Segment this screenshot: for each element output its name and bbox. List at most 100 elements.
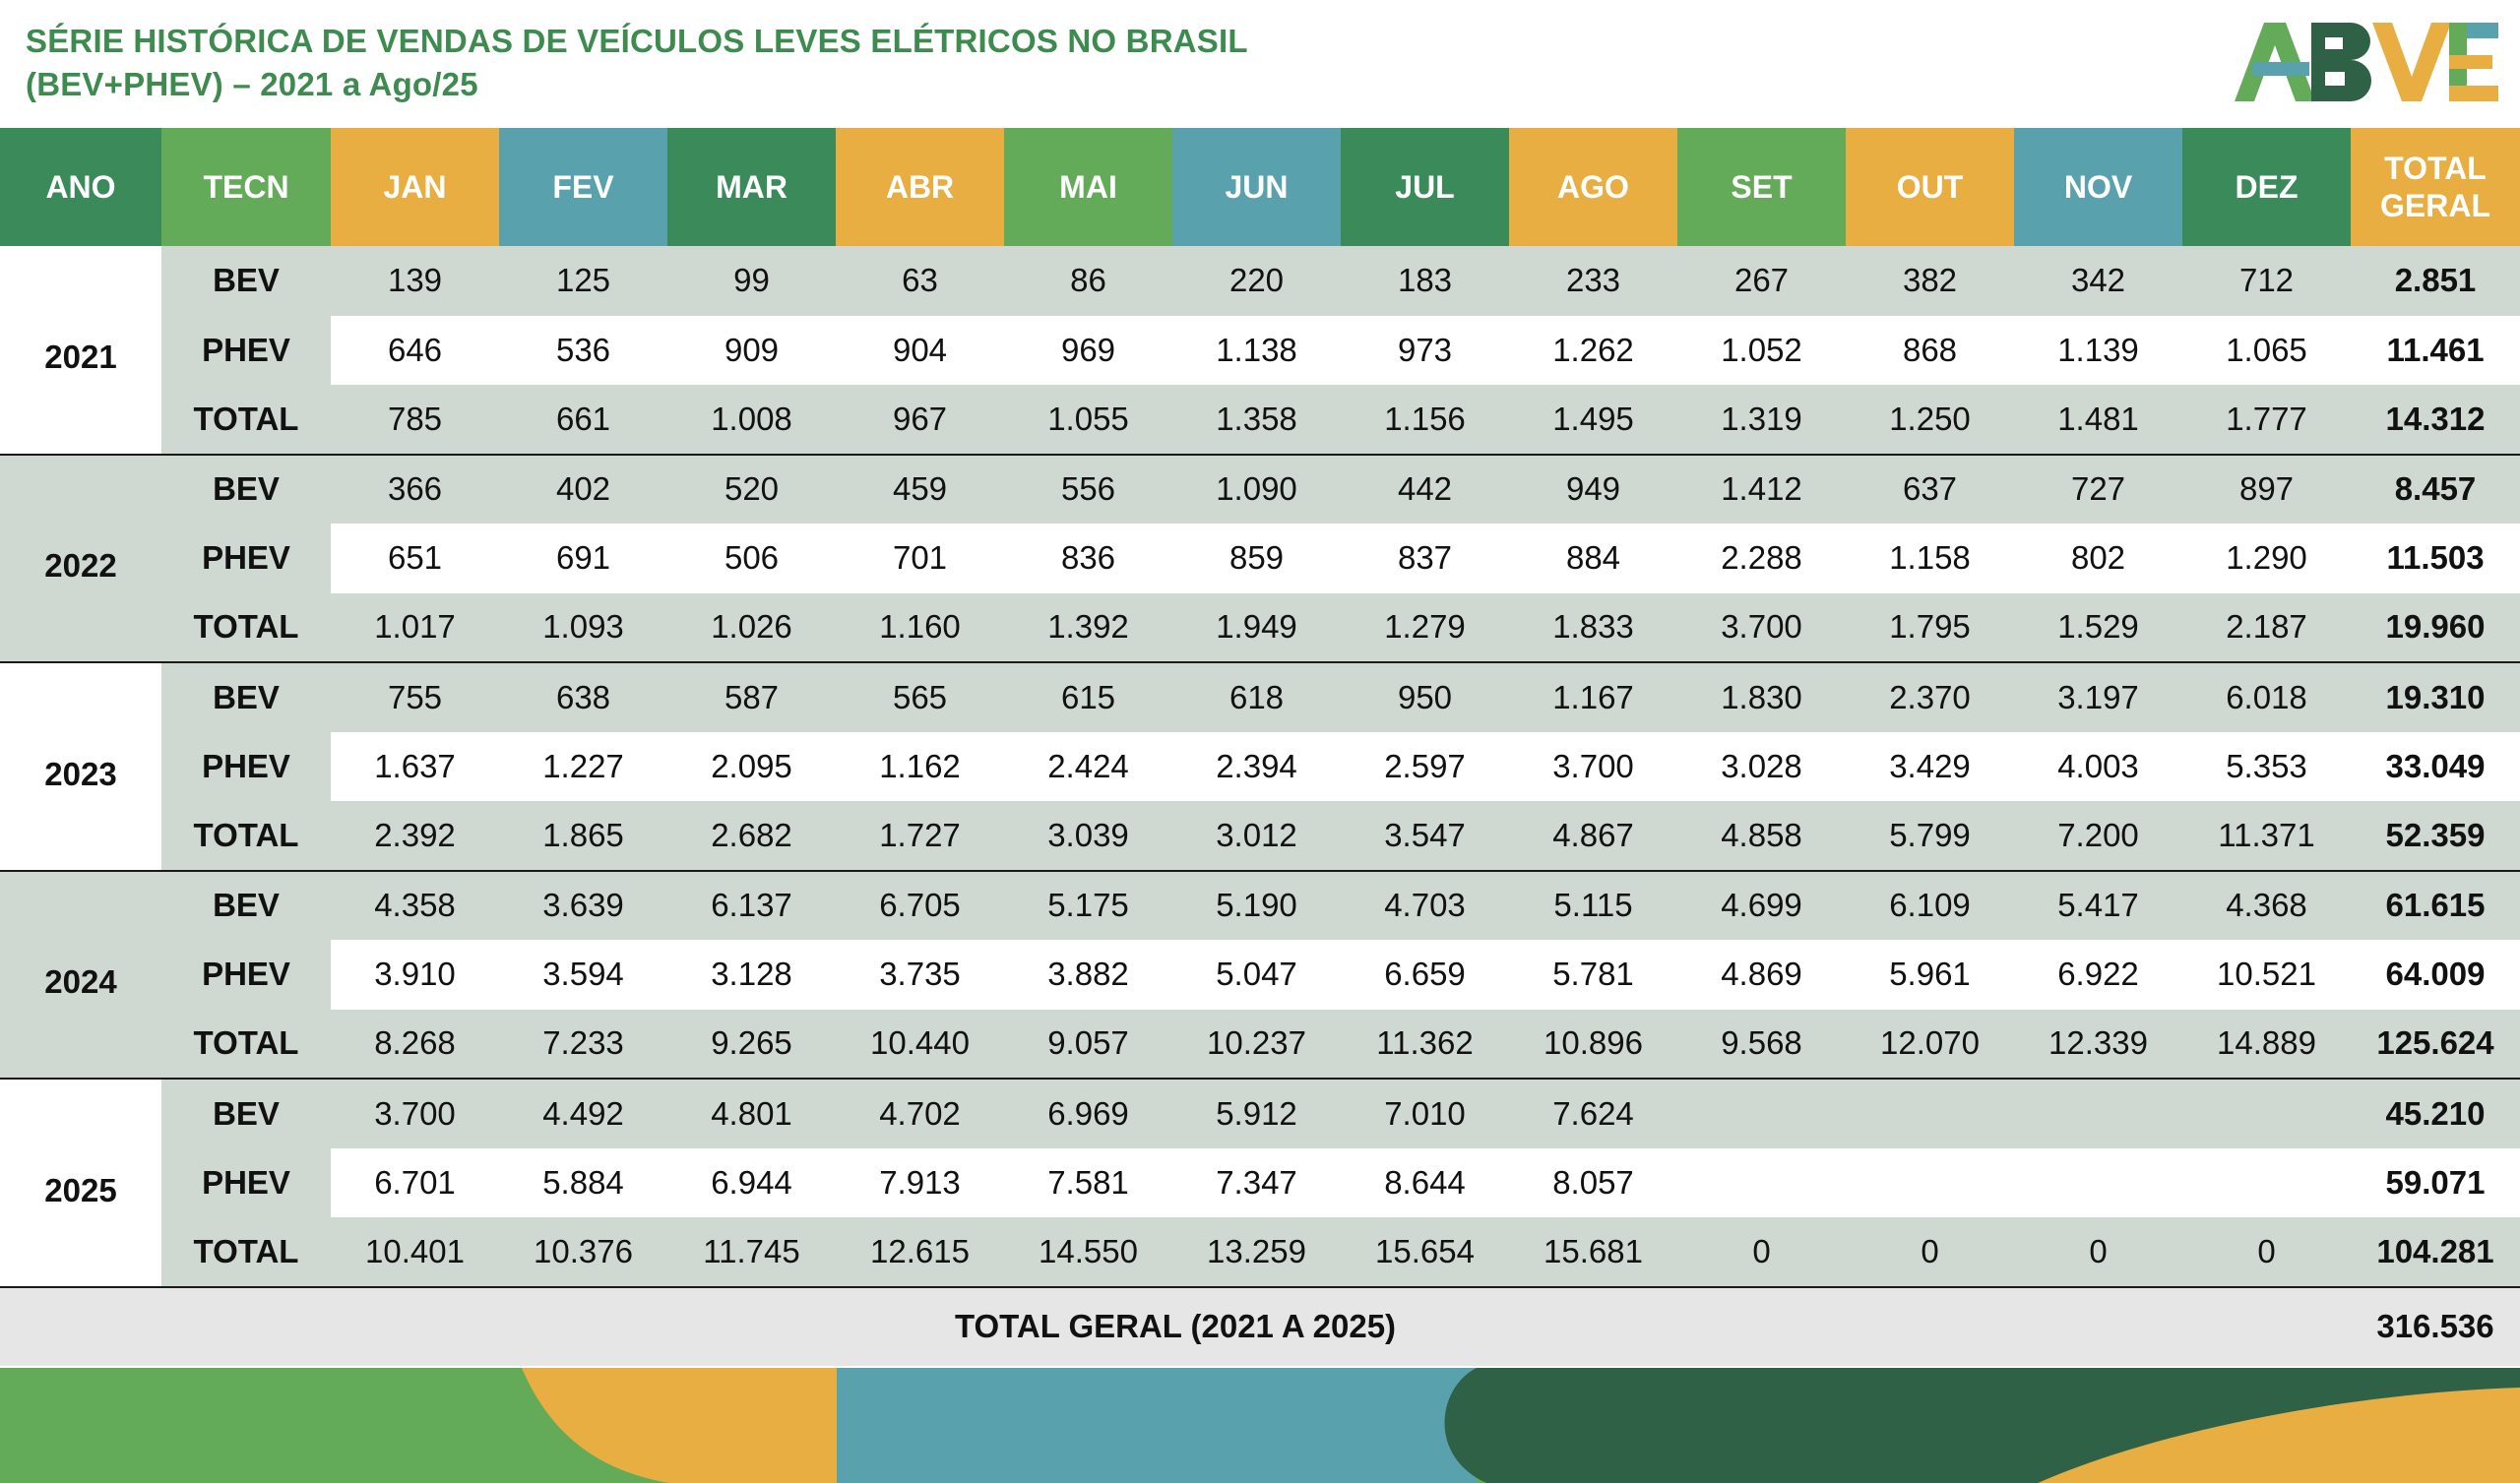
month-value-cell: 3.012 xyxy=(1172,801,1341,872)
tech-cell: BEV xyxy=(161,454,331,524)
month-value-cell: 183 xyxy=(1341,246,1509,316)
month-value-cell: 15.654 xyxy=(1341,1217,1509,1288)
month-value-cell: 6.137 xyxy=(667,870,836,940)
month-value-cell: 1.139 xyxy=(2014,315,2182,385)
tech-cell: TOTAL xyxy=(161,801,331,872)
month-value-cell: 1.090 xyxy=(1172,454,1341,524)
month-value-cell: 712 xyxy=(2182,246,2351,316)
month-value-cell: 125 xyxy=(499,246,667,316)
sales-table: ANO TECN JAN FEV MAR ABR MAI JUN JUL AGO SET OUT NOV… xyxy=(0,128,2520,1366)
month-value-cell: 1.052 xyxy=(1677,315,1846,385)
header-fev: FEV xyxy=(499,128,667,246)
month-value-cell: 701 xyxy=(836,524,1004,593)
month-value-cell: 755 xyxy=(331,662,499,732)
month-value-cell: 1.065 xyxy=(2182,315,2351,385)
month-value-cell: 1.055 xyxy=(1004,385,1172,456)
month-value-cell: 99 xyxy=(667,246,836,316)
header-ago: AGO xyxy=(1509,128,1677,246)
month-value-cell: 897 xyxy=(2182,454,2351,524)
month-value-cell: 556 xyxy=(1004,454,1172,524)
tech-cell: TOTAL xyxy=(161,592,331,663)
month-value-cell: 1.160 xyxy=(836,592,1004,663)
month-value-cell: 4.801 xyxy=(667,1079,836,1148)
month-value-cell: 1.227 xyxy=(499,731,667,801)
month-value-cell: 7.624 xyxy=(1509,1079,1677,1148)
month-value-cell: 10.401 xyxy=(331,1217,499,1288)
month-value-cell: 4.699 xyxy=(1677,870,1846,940)
month-value-cell: 1.495 xyxy=(1509,385,1677,456)
month-value-cell: 2.392 xyxy=(331,801,499,872)
header-out: OUT xyxy=(1846,128,2014,246)
month-value-cell: 1.777 xyxy=(2182,385,2351,456)
title-line-2: (BEV+PHEV) – 2021 a Ago/25 xyxy=(26,66,478,102)
month-value-cell: 4.867 xyxy=(1509,801,1677,872)
month-value-cell: 3.700 xyxy=(331,1079,499,1148)
month-value-cell: 12.615 xyxy=(836,1217,1004,1288)
month-value-cell: 1.156 xyxy=(1341,385,1509,456)
month-value-cell: 1.167 xyxy=(1509,662,1677,732)
month-value-cell: 6.944 xyxy=(667,1147,836,1217)
month-value-cell: 6.922 xyxy=(2014,940,2182,1010)
table-row: PHEV 646 536 909 904 969 1.138 973 1.262 1.052 868… xyxy=(0,315,2520,385)
row-total-cell: 64.009 xyxy=(2351,940,2520,1010)
tech-cell: PHEV xyxy=(161,940,331,1010)
month-value-cell: 3.594 xyxy=(499,940,667,1010)
month-value-cell xyxy=(1846,1079,2014,1148)
month-value-cell: 342 xyxy=(2014,246,2182,316)
month-value-cell: 4.858 xyxy=(1677,801,1846,872)
month-value-cell: 5.353 xyxy=(2182,731,2351,801)
month-value-cell: 646 xyxy=(331,315,499,385)
month-value-cell: 139 xyxy=(331,246,499,316)
month-value-cell: 1.158 xyxy=(1846,524,2014,593)
row-total-cell: 104.281 xyxy=(2351,1217,2520,1288)
month-value-cell: 4.702 xyxy=(836,1079,1004,1148)
month-value-cell: 3.700 xyxy=(1677,592,1846,663)
month-value-cell: 1.727 xyxy=(836,801,1004,872)
month-value-cell: 1.795 xyxy=(1846,592,2014,663)
table-row: 2024 BEV 4.358 3.639 6.137 6.705 5.175 5.190 4.7… xyxy=(0,870,2520,1080)
month-value-cell: 7.200 xyxy=(2014,801,2182,872)
month-value-cell: 10.237 xyxy=(1172,1009,1341,1080)
month-value-cell: 3.128 xyxy=(667,940,836,1010)
month-value-cell: 1.279 xyxy=(1341,592,1509,663)
month-value-cell: 7.581 xyxy=(1004,1147,1172,1217)
month-value-cell: 1.949 xyxy=(1172,592,1341,663)
header-set: SET xyxy=(1677,128,1846,246)
month-value-cell: 1.637 xyxy=(331,731,499,801)
row-total-cell: 59.071 xyxy=(2351,1147,2520,1217)
month-value-cell: 973 xyxy=(1341,315,1509,385)
month-value-cell xyxy=(2182,1079,2351,1148)
month-value-cell: 8.057 xyxy=(1509,1147,1677,1217)
month-value-cell: 6.969 xyxy=(1004,1079,1172,1148)
month-value-cell xyxy=(2014,1147,2182,1217)
month-value-cell: 2.095 xyxy=(667,731,836,801)
month-value-cell: 2.187 xyxy=(2182,592,2351,663)
month-value-cell: 402 xyxy=(499,454,667,524)
tech-cell: TOTAL xyxy=(161,1217,331,1288)
abve-logo xyxy=(2235,23,2498,101)
header-jan: JAN xyxy=(331,128,499,246)
month-value-cell: 4.003 xyxy=(2014,731,2182,801)
tech-cell: PHEV xyxy=(161,524,331,593)
table-row: PHEV 3.910 3.594 3.128 3.735 3.882 5.047 6.659 5… xyxy=(0,940,2520,1010)
month-value-cell: 904 xyxy=(836,315,1004,385)
month-value-cell: 4.869 xyxy=(1677,940,1846,1010)
month-value-cell: 565 xyxy=(836,662,1004,732)
month-value-cell: 5.115 xyxy=(1509,870,1677,940)
month-value-cell: 9.568 xyxy=(1677,1009,1846,1080)
month-value-cell xyxy=(1677,1079,1846,1148)
table-row: TOTAL 2.392 1.865 2.682 1.727 3.039 3.012 3.547… xyxy=(0,801,2520,872)
header-dez: DEZ xyxy=(2182,128,2351,246)
month-value-cell: 949 xyxy=(1509,454,1677,524)
table-body: 2021 BEV 139 125 99 63 86 220 183 233 267 382 342 712… xyxy=(0,246,2520,1366)
month-value-cell: 1.250 xyxy=(1846,385,2014,456)
month-value-cell: 4.703 xyxy=(1341,870,1509,940)
month-value-cell: 10.896 xyxy=(1509,1009,1677,1080)
month-value-cell: 3.735 xyxy=(836,940,1004,1010)
row-total-cell: 19.960 xyxy=(2351,592,2520,663)
month-value-cell: 366 xyxy=(331,454,499,524)
month-value-cell: 5.047 xyxy=(1172,940,1341,1010)
month-value-cell: 884 xyxy=(1509,524,1677,593)
year-cell: 2023 xyxy=(0,662,161,872)
month-value-cell: 2.288 xyxy=(1677,524,1846,593)
